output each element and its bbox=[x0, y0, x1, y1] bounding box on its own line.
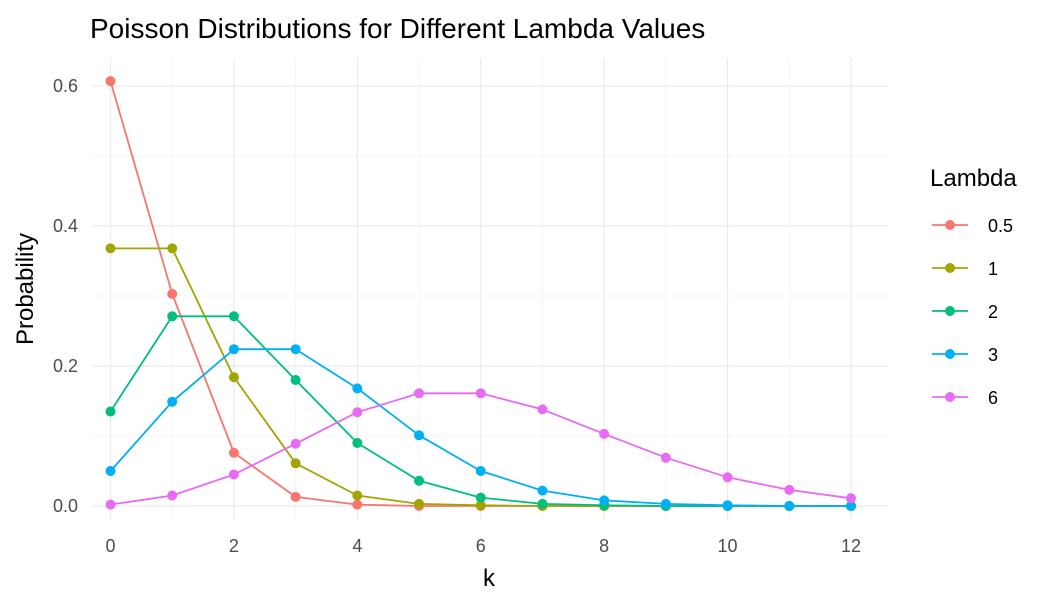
x-axis-title: k bbox=[483, 565, 496, 592]
y-tick-label: 0.0 bbox=[53, 496, 78, 516]
legend-label: 2 bbox=[988, 302, 998, 322]
data-point bbox=[352, 499, 363, 510]
data-point bbox=[167, 490, 178, 501]
legend-entry-0.5: 0.5 bbox=[932, 216, 1013, 236]
legend-entry-3: 3 bbox=[932, 345, 998, 365]
x-tick-label: 8 bbox=[599, 536, 609, 556]
x-tick-label: 12 bbox=[841, 536, 861, 556]
x-tick-label: 4 bbox=[352, 536, 362, 556]
data-point bbox=[228, 469, 239, 480]
data-point bbox=[105, 466, 116, 476]
data-point bbox=[537, 404, 548, 415]
data-point bbox=[105, 499, 116, 510]
data-point bbox=[475, 388, 486, 399]
data-point bbox=[845, 493, 856, 504]
data-point bbox=[167, 243, 178, 254]
data-point bbox=[167, 396, 178, 407]
legend-key-point bbox=[945, 392, 955, 402]
legend-title: Lambda bbox=[930, 165, 1017, 192]
data-point bbox=[475, 466, 486, 476]
data-point bbox=[228, 372, 239, 383]
data-point bbox=[722, 500, 733, 511]
data-point bbox=[475, 500, 486, 511]
legend-key-point bbox=[945, 349, 955, 359]
x-tick-label: 10 bbox=[718, 536, 738, 556]
legend-entry-6: 6 bbox=[932, 388, 998, 408]
data-point bbox=[414, 388, 425, 399]
data-point bbox=[290, 375, 301, 385]
data-point bbox=[414, 430, 425, 441]
data-point bbox=[537, 485, 548, 496]
data-point bbox=[599, 428, 610, 439]
data-point bbox=[290, 344, 301, 355]
data-point bbox=[537, 498, 548, 509]
data-point bbox=[105, 406, 116, 417]
y-axis-title: Probability bbox=[12, 233, 39, 345]
legend-label: 0.5 bbox=[988, 216, 1013, 236]
data-point bbox=[414, 475, 425, 486]
data-point bbox=[352, 383, 363, 394]
legend-label: 6 bbox=[988, 388, 998, 408]
axes: 0 2 4 6 8 10 12 0.0 0.2 0.4 0.6 bbox=[53, 76, 861, 556]
data-point bbox=[599, 495, 610, 506]
data-point bbox=[352, 490, 363, 501]
data-point bbox=[228, 447, 239, 458]
series-3 bbox=[105, 344, 856, 511]
data-point bbox=[228, 311, 239, 322]
data-point bbox=[105, 76, 116, 87]
data-point bbox=[290, 458, 301, 469]
x-tick-label: 0 bbox=[106, 536, 116, 556]
data-point bbox=[660, 452, 671, 463]
legend: 0.5 1 2 3 6 bbox=[932, 216, 1013, 408]
legend-label: 3 bbox=[988, 345, 998, 365]
data-point bbox=[784, 501, 795, 511]
legend-entry-1: 1 bbox=[932, 259, 998, 279]
plot-series bbox=[105, 76, 856, 511]
data-point bbox=[167, 311, 178, 322]
data-point bbox=[660, 498, 671, 509]
data-point bbox=[784, 484, 795, 495]
legend-key-point bbox=[945, 263, 955, 273]
legend-entry-2: 2 bbox=[932, 302, 998, 322]
x-tick-label: 2 bbox=[229, 536, 239, 556]
chart-title: Poisson Distributions for Different Lamb… bbox=[90, 13, 705, 44]
data-point bbox=[352, 438, 363, 448]
series-6 bbox=[105, 388, 856, 510]
data-point bbox=[228, 344, 239, 355]
data-point bbox=[414, 498, 425, 509]
data-point bbox=[722, 472, 733, 483]
grid bbox=[92, 58, 888, 520]
y-tick-label: 0.6 bbox=[53, 76, 78, 96]
data-point bbox=[290, 438, 301, 449]
data-point bbox=[105, 243, 116, 254]
legend-key-point bbox=[945, 220, 955, 230]
y-tick-label: 0.4 bbox=[53, 216, 78, 236]
legend-label: 1 bbox=[988, 259, 998, 279]
data-point bbox=[352, 407, 363, 418]
y-tick-label: 0.2 bbox=[53, 356, 78, 376]
data-point bbox=[475, 492, 486, 503]
data-point bbox=[290, 491, 301, 502]
data-point bbox=[167, 288, 178, 299]
data-point bbox=[845, 501, 856, 511]
legend-key-point bbox=[945, 306, 955, 316]
x-tick-label: 6 bbox=[476, 536, 486, 556]
